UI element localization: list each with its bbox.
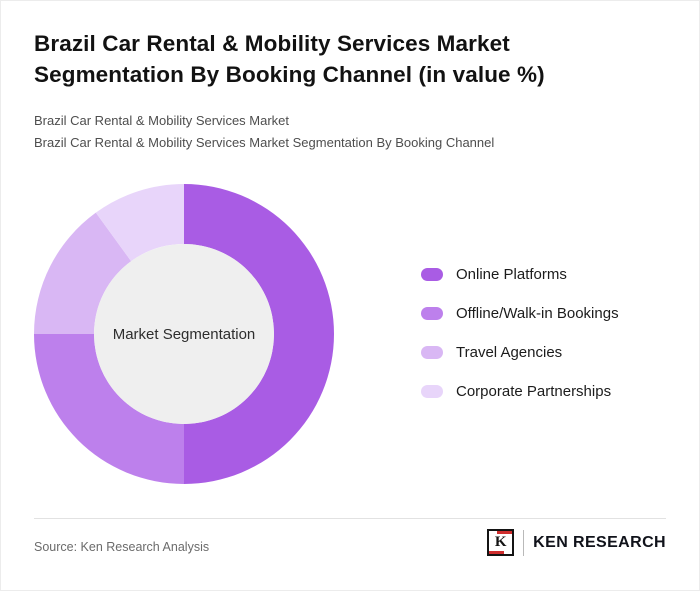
- logo-k-mark: K: [487, 529, 515, 556]
- legend-item-0: Online Platforms: [421, 267, 619, 282]
- legend-swatch: [421, 346, 443, 359]
- legend-swatch: [421, 307, 443, 320]
- legend-label: Online Platforms: [456, 266, 567, 283]
- logo-accent-top: [497, 531, 513, 534]
- logo-letter: K: [494, 534, 507, 550]
- footer-divider: [34, 518, 666, 519]
- legend-swatch: [421, 268, 443, 281]
- legend-label: Travel Agencies: [456, 344, 563, 361]
- legend-swatch: [421, 385, 443, 398]
- donut-segment-travel-agencies: [34, 212, 132, 334]
- chart-legend: Online Platforms Offline/Walk-in Bookings…: [421, 267, 619, 399]
- donut-chart: Market Segmentation: [34, 184, 334, 484]
- logo-divider: [523, 529, 525, 556]
- donut-segment-online-platforms: [184, 184, 334, 484]
- subtitle-segmentation: Brazil Car Rental & Mobility Services Ma…: [34, 135, 495, 150]
- donut-segment-corporate-partnerships: [95, 184, 184, 262]
- donut-svg: [34, 184, 334, 484]
- legend-item-1: Offline/Walk-in Bookings: [421, 306, 619, 321]
- page-title-line1: Brazil Car Rental & Mobility Services Ma…: [34, 31, 510, 56]
- logo-text: KEN RESEARCH: [533, 533, 666, 551]
- legend-label: Corporate Partnerships: [456, 383, 612, 400]
- page-title: Brazil Car Rental & Mobility Services Ma…: [34, 29, 545, 90]
- source-text: Source: Ken Research Analysis: [34, 540, 210, 554]
- donut-segment-offline-walk-in-bookings: [34, 334, 184, 484]
- donut-center-label: Market Segmentation: [94, 244, 274, 424]
- legend-label: Offline/Walk-in Bookings: [456, 305, 619, 322]
- subtitle-market: Brazil Car Rental & Mobility Services Ma…: [34, 113, 290, 128]
- legend-item-2: Travel Agencies: [421, 345, 619, 360]
- page-title-line2: Segmentation By Booking Channel (in valu…: [34, 61, 545, 87]
- legend-item-3: Corporate Partnerships: [421, 384, 619, 399]
- ken-research-logo: K KEN RESEARCH: [487, 529, 666, 556]
- logo-accent-bottom: [489, 551, 505, 554]
